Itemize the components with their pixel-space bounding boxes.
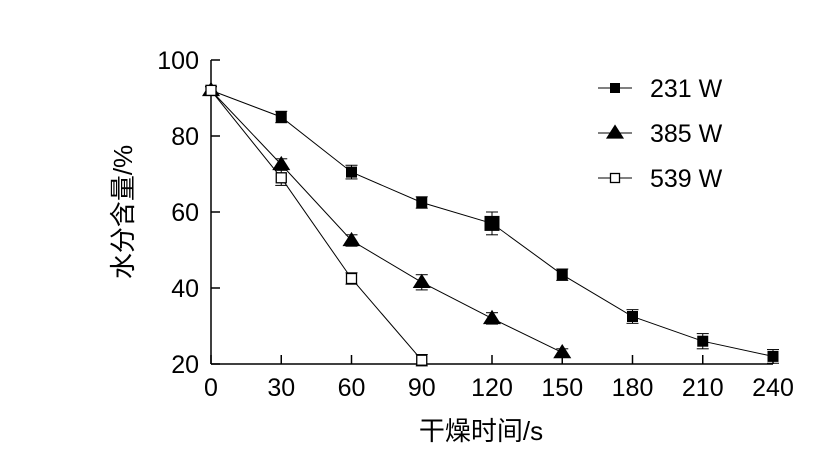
- data-point: [627, 311, 638, 322]
- x-axis-title: 干燥时间/s: [419, 416, 543, 446]
- data-point: [767, 350, 779, 362]
- legend-marker: [610, 83, 620, 93]
- data-point: [484, 215, 500, 231]
- data-point: [346, 166, 357, 178]
- series-layer: [201, 81, 779, 367]
- data-point: [345, 272, 358, 285]
- data-point: [416, 354, 428, 366]
- data-point: [275, 111, 287, 123]
- axes: 0 30 60 90 120 150 180 210 240 20 40 60 80 100: [157, 47, 794, 402]
- legend-label: 385 W: [650, 120, 723, 148]
- y-tick-label: 60: [171, 199, 199, 227]
- y-tick-label: 40: [171, 275, 199, 303]
- legend-marker: [609, 172, 621, 184]
- x-tick-label: 0: [204, 374, 218, 402]
- y-tick-label: 100: [157, 47, 199, 75]
- y-tick-label: 80: [171, 123, 199, 151]
- y-tick-label: 20: [171, 351, 199, 379]
- x-tick-label: 240: [752, 374, 794, 402]
- data-point: [275, 172, 287, 184]
- data-point: [556, 269, 568, 281]
- series-line: [210, 90, 563, 354]
- x-tick-label: 150: [541, 374, 583, 402]
- series-line: [210, 90, 423, 361]
- data-point: [416, 197, 428, 208]
- legend-label: 231 W: [650, 75, 723, 103]
- legend-entry: 539 W: [598, 165, 723, 193]
- data-point: [412, 273, 431, 288]
- y-axis-title: 水分含量/%: [108, 145, 138, 279]
- legend-marker: [605, 124, 625, 139]
- legend-entry: 231 W: [598, 75, 723, 103]
- x-tick-label: 30: [267, 374, 295, 402]
- x-tick-label: 180: [612, 374, 654, 402]
- data-point: [553, 344, 572, 359]
- data-point: [482, 309, 502, 325]
- data-point: [205, 84, 217, 97]
- x-tick-label: 60: [338, 374, 366, 402]
- legend-entry: 385 W: [598, 120, 723, 148]
- x-tick-label: 120: [471, 374, 513, 402]
- data-point: [697, 335, 709, 347]
- data-point: [272, 155, 291, 171]
- series-539-w: [205, 84, 428, 367]
- x-tick-label: 90: [408, 374, 436, 402]
- legend: 231 W 385 W 539 W: [598, 75, 723, 193]
- legend-label: 539 W: [650, 165, 723, 193]
- data-point: [342, 231, 361, 247]
- series-385-w: [201, 81, 572, 359]
- x-tick-label: 210: [682, 374, 724, 402]
